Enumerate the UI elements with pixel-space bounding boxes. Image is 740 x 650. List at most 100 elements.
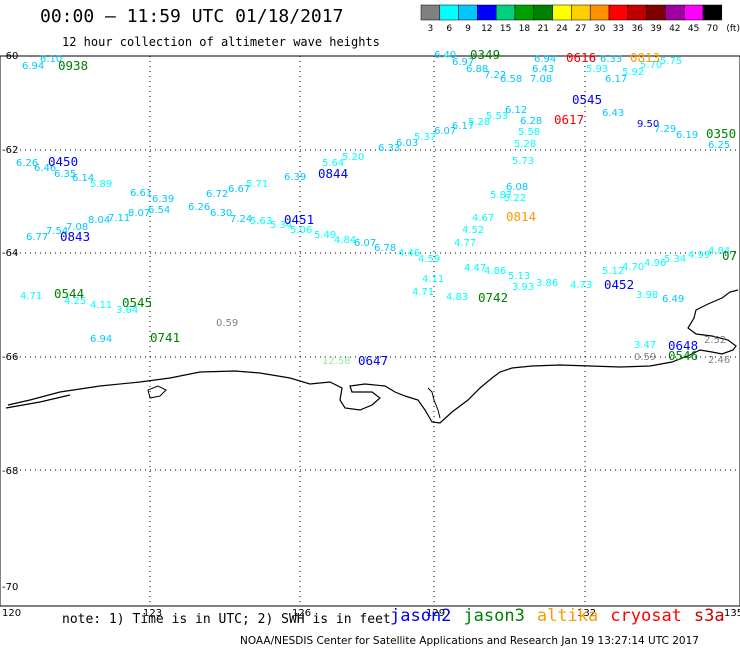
wave-value: 4.77 [454, 238, 476, 249]
scale-swatch [665, 4, 685, 21]
scale-label: 6 [446, 24, 452, 34]
wave-value: 0.59 [634, 352, 656, 363]
wave-value: 6.26 [188, 202, 210, 213]
scale-label: 30 [594, 24, 606, 34]
wave-value: 7.29 [654, 124, 676, 135]
wave-value: 4.86 [484, 266, 506, 277]
legend-altika: altika [536, 606, 599, 626]
wave-value: 6.58 [500, 74, 522, 85]
wave-value: 6.61 [130, 188, 152, 199]
lat-label: -70 [2, 582, 18, 593]
scale-label: 24 [556, 24, 568, 34]
wave-value: 6.19 [676, 130, 698, 141]
wave-value: 6.25 [708, 140, 730, 151]
wave-value: 6.17 [605, 74, 627, 85]
scale-swatch [608, 4, 629, 21]
map-title: 00:00 – 11:59 UTC 01/18/2017 [40, 6, 344, 27]
wave-value: 5.70 [640, 60, 662, 71]
satellite-legend: jason2 jason3 altika cryosat s3a [390, 606, 737, 626]
wave-value: 2.46 [708, 355, 730, 366]
wave-value: 6.35 [54, 169, 76, 180]
wave-value: 5.37 [414, 132, 436, 143]
wave-value: 4.71 [20, 291, 42, 302]
pass-time: 0938 [58, 58, 88, 73]
wave-value: 4.67 [472, 213, 494, 224]
pass-time: 0844 [318, 166, 348, 181]
scale-label: 15 [500, 24, 511, 34]
lon-label: 123 [143, 608, 162, 619]
wave-value: 5.89 [90, 179, 112, 190]
pass-time-labels: 0938 0349 0616 0813 0545 0617 0350 0450 … [48, 47, 737, 368]
scale-swatch [533, 4, 553, 21]
pass-time: 07 [722, 248, 737, 263]
legend-jason3: jason3 [463, 606, 525, 626]
wave-value: 5.87 [490, 190, 512, 201]
wave-value: 5.73 [512, 156, 534, 167]
wave-value: 4.70 [622, 262, 644, 273]
pass-time: 0648 [668, 338, 698, 353]
wave-value: 6.94 [534, 54, 556, 65]
scale-swatch [646, 4, 666, 21]
pass-time: 0350 [706, 126, 736, 141]
wave-value: 4.73 [570, 280, 592, 291]
lon-label: 126 [292, 608, 311, 619]
legend-s3a: s3a [693, 606, 725, 626]
wave-value: 5.28 [468, 117, 490, 128]
pass-time: 0814 [506, 209, 536, 224]
wave-value: 6.97 [452, 57, 474, 68]
coastline-island [5, 394, 71, 409]
wave-value: 5.13 [508, 271, 530, 282]
wave-value: 5.49 [314, 230, 336, 241]
pass-time: 0742 [478, 290, 508, 305]
wave-value: 6.94 [90, 334, 112, 345]
wave-value: 6.46 [34, 163, 56, 174]
coastline-inlet [147, 385, 167, 399]
scale-label: 27 [575, 24, 586, 34]
wave-value: 6.39 [284, 172, 306, 183]
wave-value: 4.96 [644, 258, 666, 269]
scale-swatch [589, 4, 610, 21]
wave-value: 6.07 [354, 238, 376, 249]
pass-time: 0544 [54, 286, 84, 301]
pass-time: 0616 [566, 50, 596, 65]
wave-value: 4.11 [422, 274, 444, 285]
wave-value: 5.28 [514, 139, 536, 150]
wave-value: 3.93 [512, 282, 534, 293]
scale-swatch [514, 4, 535, 21]
wave-value: 5.92 [622, 67, 644, 78]
wave-value: 4.99 [688, 250, 710, 261]
wave-value: 6.03 [396, 138, 418, 149]
antarctic-coastline [7, 289, 739, 424]
scale-label: 39 [650, 24, 662, 34]
wave-value: 5.06 [290, 225, 312, 236]
wave-value: 6.40 [434, 50, 456, 61]
wave-value: 3.64 [116, 305, 138, 316]
lon-label: 129 [426, 608, 445, 619]
wave-value: 6.07 [434, 126, 456, 137]
wave-value: 4.71 [412, 287, 434, 298]
wave-value: 0.59 [216, 318, 238, 329]
map-subtitle: 12 hour collection of altimeter wave hei… [62, 35, 380, 49]
wave-value: 5.53 [486, 111, 508, 122]
pass-time: 0813 [630, 50, 660, 65]
scale-swatch [683, 4, 704, 21]
scale-swatch [439, 4, 459, 21]
wave-value: 4.52 [462, 225, 484, 236]
scale-label: 42 [669, 24, 680, 34]
scale-label: 21 [537, 24, 548, 34]
wave-value: 6.39 [152, 194, 174, 205]
scale-label: (ft) [726, 24, 740, 34]
lon-label: 135 [724, 608, 740, 619]
coastline-inner [427, 387, 441, 419]
scale-label: 3 [428, 24, 434, 34]
wave-value: 7.54 [46, 226, 68, 237]
wave-value: 6.78 [374, 243, 396, 254]
wave-value: 6.72 [206, 189, 228, 200]
scale-label: 9 [465, 24, 471, 34]
pass-time: 0617 [554, 112, 584, 127]
pass-time: 0450 [48, 154, 78, 169]
wave-value: 4.84 [334, 235, 356, 246]
lon-label: 132 [577, 608, 596, 619]
wave-value: 5.71 [246, 179, 268, 190]
